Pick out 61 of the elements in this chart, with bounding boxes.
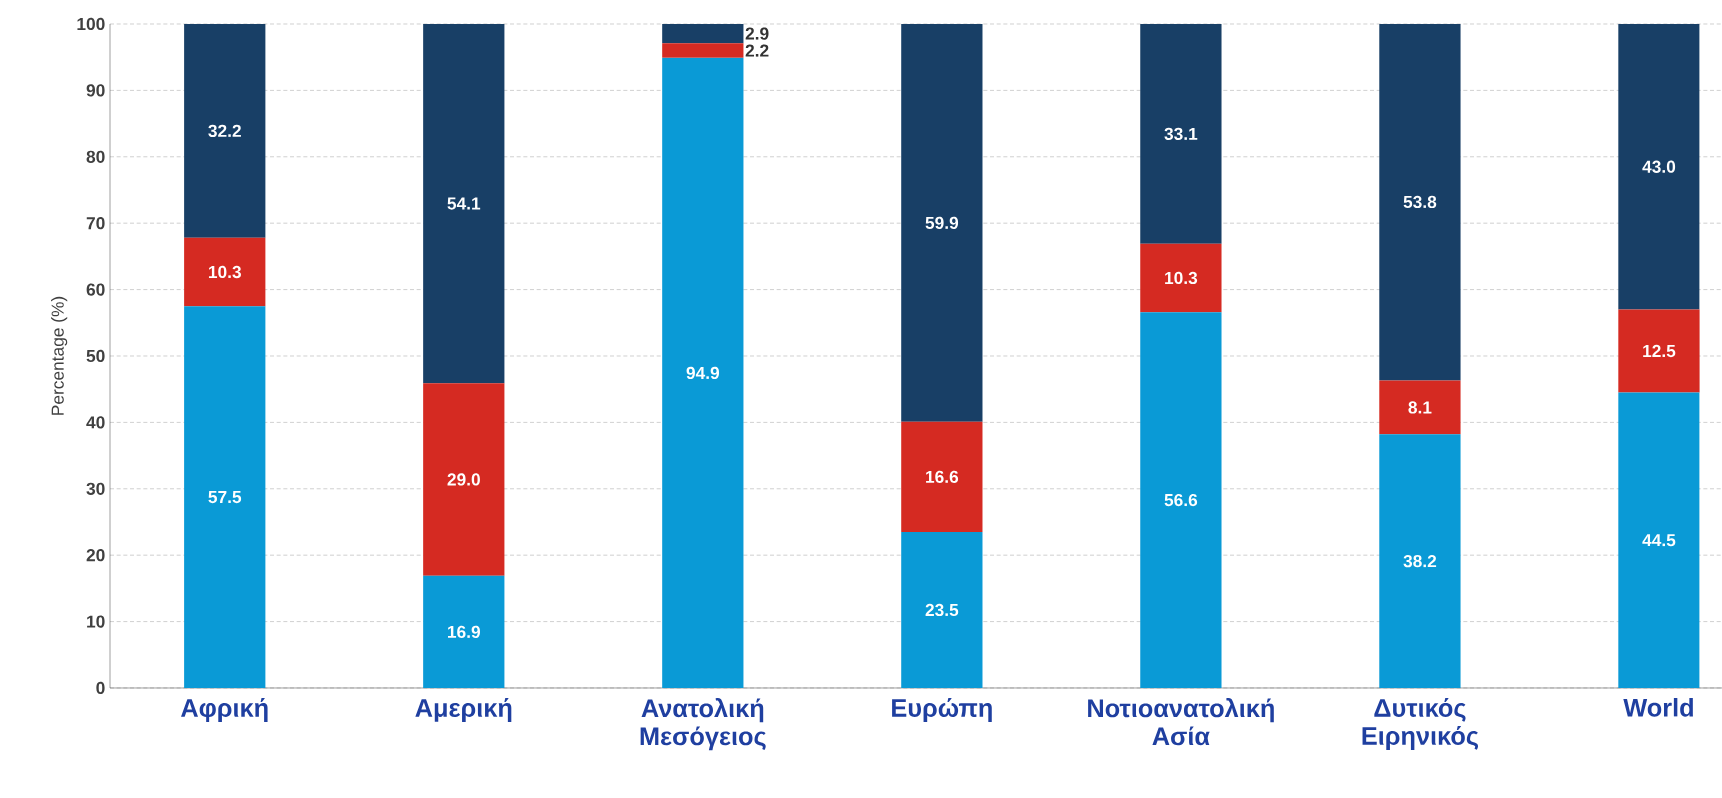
bar: [1140, 312, 1222, 688]
y-tick-label: 60: [86, 283, 105, 296]
data-label: 23.5: [925, 603, 959, 617]
y-tick-label: 90: [86, 84, 105, 97]
data-label: 2.9: [745, 27, 769, 40]
bar: [901, 23, 983, 422]
bar: [423, 575, 505, 688]
data-label: 2.2: [745, 44, 769, 57]
y-tick-label: 40: [86, 416, 105, 429]
data-label: 53.8: [1403, 195, 1437, 209]
bar: [1618, 392, 1700, 688]
x-tick-label: World: [1623, 698, 1693, 717]
data-label: 56.6: [1164, 493, 1198, 507]
bar: [184, 306, 266, 688]
y-tick-label: 20: [86, 549, 105, 562]
bar: [662, 23, 744, 44]
data-label: 38.2: [1403, 555, 1437, 568]
bar: [184, 237, 266, 307]
bar: [423, 23, 505, 384]
bar: [184, 23, 266, 238]
data-label: 33.1: [1164, 127, 1198, 141]
bar: [1379, 23, 1461, 381]
bar: [1140, 23, 1222, 244]
data-label: 16.9: [448, 625, 480, 639]
bar: [1618, 309, 1700, 393]
y-tick-label: 0: [96, 681, 105, 695]
y-tick-label: 80: [86, 150, 105, 163]
data-label: 43.0: [1642, 160, 1676, 173]
data-label: 10.3: [1165, 271, 1198, 285]
bar: [901, 531, 983, 688]
data-label: 8.1: [1408, 401, 1432, 414]
data-label: 10.3: [208, 265, 241, 279]
x-tick-label: Νοτιοανατολική Ασία: [1088, 698, 1274, 746]
data-label: 44.5: [1642, 534, 1676, 547]
y-tick-label: 50: [86, 349, 105, 363]
x-tick-label: Ανατολική Μεσόγειος: [640, 698, 766, 751]
y-tick-label: 70: [86, 217, 105, 230]
data-label: 32.2: [208, 124, 241, 138]
bar: [1140, 243, 1222, 313]
x-tick-label: Δυτικός Ειρηνικός: [1362, 698, 1479, 750]
y-tick-label: 30: [86, 482, 105, 495]
y-axis-title: Percentage (%): [51, 296, 68, 415]
data-label: 12.5: [1643, 344, 1676, 358]
x-tick-label: Ευρώπη: [892, 698, 992, 722]
data-label: 94.9: [686, 366, 720, 380]
data-label: 29.0: [447, 473, 480, 486]
data-label: 57.5: [208, 491, 242, 504]
bar: [1618, 23, 1700, 310]
bar: [662, 57, 744, 688]
y-tick-label: 100: [77, 17, 105, 31]
x-tick-label: Αφρική: [181, 698, 268, 722]
data-label: 16.6: [926, 470, 959, 483]
x-tick-label: Αμερική: [415, 698, 512, 722]
bar: [1379, 380, 1461, 435]
bar: [662, 43, 744, 58]
data-label: 59.9: [925, 216, 959, 229]
bar: [423, 383, 505, 576]
data-label: 54.1: [447, 197, 481, 210]
y-tick-label: 10: [87, 615, 105, 628]
bar: [1379, 434, 1461, 688]
bar: [901, 421, 983, 532]
